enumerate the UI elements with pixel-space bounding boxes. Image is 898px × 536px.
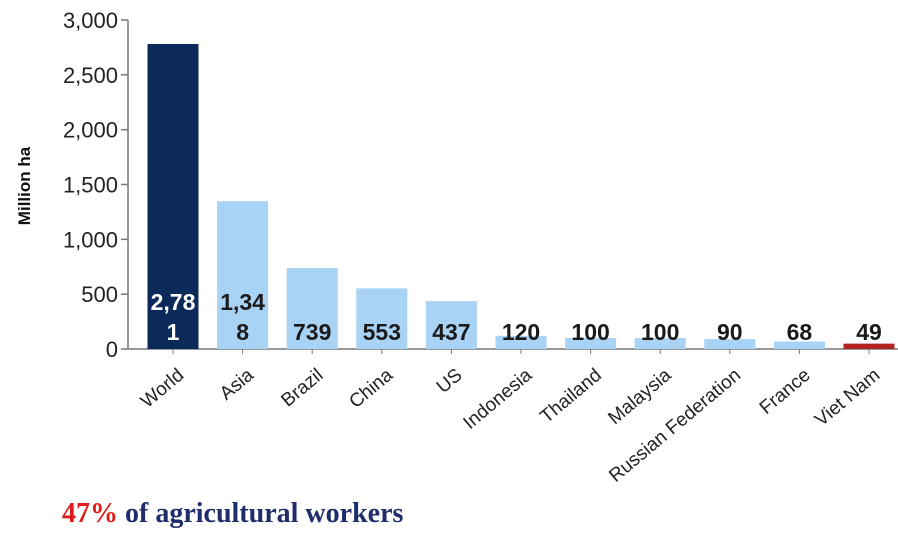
bar-china [356, 288, 408, 349]
y-tick-label: 3,000 [63, 8, 118, 33]
y-tick-label: 500 [81, 282, 118, 307]
footnote-text: of agricultural workers [118, 498, 404, 529]
data-label: 1 [167, 319, 180, 345]
category-label: Indonesia [460, 364, 537, 433]
y-tick-label: 2,000 [63, 118, 118, 143]
bar-russian-federation [704, 339, 756, 349]
category-label: US [433, 365, 467, 398]
footnote-highlight: 47% [62, 498, 118, 529]
y-tick-label: 1,000 [63, 227, 118, 252]
data-label: 68 [787, 319, 813, 345]
data-label: 2,78 [151, 289, 196, 315]
footnote: 47% of agricultural workers [62, 498, 403, 530]
bar-us [425, 301, 477, 349]
bar-indonesia [495, 335, 547, 349]
category-label: Asia [216, 364, 258, 404]
category-label: Brazil [278, 365, 328, 412]
data-label: 100 [571, 319, 609, 345]
category-label: World [137, 365, 188, 413]
y-tick-label: 1,500 [63, 173, 118, 198]
y-axis-label: Million ha [15, 146, 34, 225]
bar-brazil [286, 267, 338, 349]
category-label: Thailand [536, 365, 605, 428]
data-label: 553 [363, 319, 401, 345]
bar-viet-nam [843, 343, 895, 349]
bars [147, 44, 895, 349]
category-label: Russian Federation [605, 365, 745, 487]
data-label: 100 [641, 319, 679, 345]
data-labels: 2,78 1 1,34 8 739 553 437 120 100 100 90 68 49 [151, 289, 882, 345]
data-label: 8 [236, 319, 249, 345]
bar-thailand [565, 338, 617, 349]
data-label: 90 [717, 319, 743, 345]
bar-world [147, 44, 199, 349]
bar-asia [217, 201, 269, 349]
category-label: China [345, 364, 397, 412]
bar-france [773, 341, 825, 349]
y-tick-label: 0 [106, 337, 118, 362]
data-label: 120 [502, 319, 540, 345]
data-label: 437 [432, 319, 470, 345]
data-label: 1,34 [220, 289, 265, 315]
category-label: France [756, 365, 815, 419]
y-tick-label: 2,500 [63, 63, 118, 88]
category-label: Viet Nam [811, 365, 884, 431]
data-label: 49 [856, 319, 882, 345]
data-label: 739 [293, 319, 331, 345]
bar-malaysia [634, 338, 686, 349]
axes: 0 500 1,000 1,500 2,000 2,500 3,000 [63, 8, 898, 362]
